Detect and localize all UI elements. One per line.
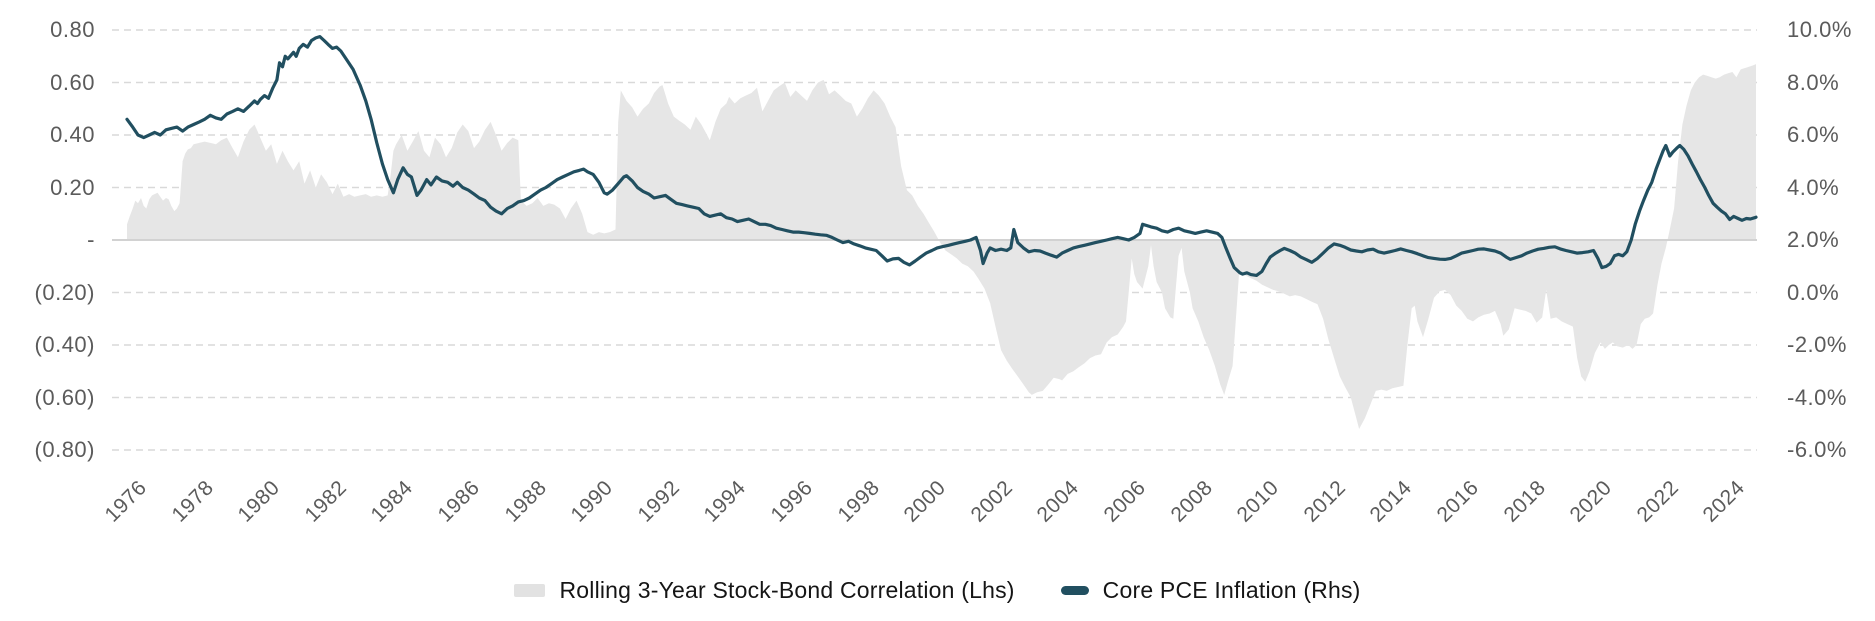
left-axis-tick-label: (0.40) [34,332,95,357]
left-axis-tick-label: (0.80) [34,437,95,462]
left-axis-tick-label: 0.20 [50,174,95,200]
left-axis-tick-label: 0.80 [50,17,95,42]
right-axis-tick-label: 4.0% [1787,174,1840,200]
right-axis-tick-label: -6.0% [1787,437,1847,462]
legend: Rolling 3-Year Stock-Bond Correlation (L… [0,572,1875,608]
legend-item-correlation: Rolling 3-Year Stock-Bond Correlation (L… [514,577,1014,604]
right-axis-tick-label: 6.0% [1787,122,1840,147]
right-axis-tick-label: 0.0% [1787,279,1840,305]
left-axis-tick-label: (0.60) [34,384,95,410]
left-axis-tick-label: 0.60 [50,69,95,95]
correlation-area-series [127,64,1756,429]
legend-label-correlation: Rolling 3-Year Stock-Bond Correlation (L… [559,576,1015,603]
area-series-swatch-icon [514,583,546,597]
right-axis-tick-label: 8.0% [1787,69,1840,95]
left-axis-tick-label: - [87,227,95,252]
pce-line-series [125,35,1758,277]
line-series-swatch-icon [1060,585,1089,595]
legend-item-pce: Core PCE Inflation (Rhs) [1060,576,1361,604]
right-axis-tick-label: -2.0% [1787,332,1847,357]
legend-label-pce: Core PCE Inflation (Rhs) [1102,576,1361,603]
left-axis-tick-label: (0.20) [34,279,95,305]
right-axis-tick-label: -4.0% [1787,384,1847,410]
right-axis-tick-label: 2.0% [1787,227,1840,252]
right-axis-tick-label: 10.0% [1787,17,1852,42]
left-axis-tick-label: 0.40 [50,122,95,147]
